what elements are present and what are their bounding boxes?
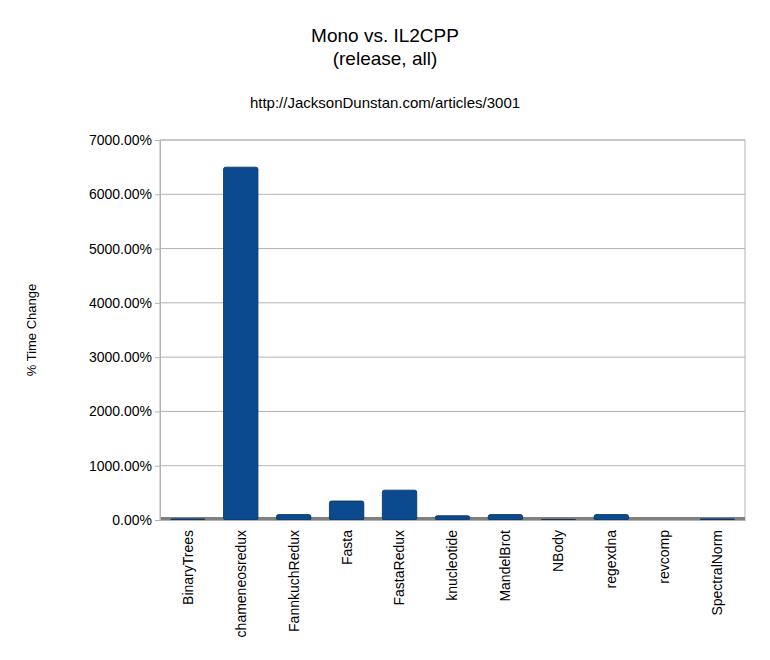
x-tick-label: BinaryTrees — [180, 530, 196, 605]
y-tick-mark — [155, 140, 160, 141]
x-tick: knucleotide — [444, 520, 460, 601]
x-tick: NBody — [550, 520, 566, 572]
y-tick: 2000.00% — [89, 403, 160, 419]
y-tick: 5000.00% — [89, 241, 160, 257]
y-axis-line — [155, 141, 161, 521]
bar — [700, 519, 734, 520]
x-tick: BinaryTrees — [180, 520, 196, 605]
y-tick: 7000.00% — [89, 132, 160, 148]
bar — [382, 490, 416, 520]
bar — [541, 519, 575, 520]
x-tick: chameneosredux — [233, 520, 249, 637]
x-tick: FastaRedux — [391, 520, 407, 605]
y-tick-label: 4000.00% — [89, 295, 152, 311]
y-tick-label: 2000.00% — [89, 403, 152, 419]
y-axis: 0.00% 1000.00% 2000.00% 3000.00% 4000.00% 500… — [89, 132, 161, 528]
y-tick-mark — [155, 303, 160, 304]
x-tick: FannkuchRedux — [286, 520, 302, 632]
x-tick: Fasta — [339, 520, 355, 565]
y-tick-mark — [155, 520, 160, 521]
x-tick: revcomp — [656, 520, 672, 584]
y-tick-label: 6000.00% — [89, 186, 152, 202]
plot-frame — [160, 140, 745, 520]
x-tick-label: NBody — [550, 530, 566, 572]
x-axis-line — [161, 520, 746, 521]
grid — [160, 140, 745, 520]
y-tick: 0.00% — [112, 512, 160, 528]
bar — [435, 516, 469, 520]
x-tick-label: FastaRedux — [391, 530, 407, 605]
bars — [171, 167, 735, 520]
x-tick: SpectralNorm — [709, 520, 725, 616]
bar — [488, 515, 522, 520]
bar — [276, 515, 310, 520]
y-tick: 3000.00% — [89, 349, 160, 365]
y-tick-mark — [155, 411, 160, 412]
chart: Mono vs. IL2CPP(release, all) http://Jack… — [0, 0, 770, 660]
x-tick-label: chameneosredux — [233, 530, 249, 637]
bar — [594, 515, 628, 520]
title: Mono vs. IL2CPP — [311, 25, 459, 46]
y-tick-mark — [155, 357, 160, 358]
y-tick-label: 7000.00% — [89, 132, 152, 148]
x-tick: MandelBrot — [497, 520, 513, 602]
x-axis: BinaryTrees chameneosredux FannkuchRedux Fa… — [161, 520, 746, 637]
x-tick-label: revcomp — [656, 530, 672, 584]
y-tick-label: 0.00% — [112, 512, 152, 528]
x-tick-label: Fasta — [339, 530, 355, 565]
y-tick-mark — [155, 194, 160, 195]
annotation: http://JacksonDunstan.com/articles/3001 — [250, 94, 520, 111]
x-tick-label: MandelBrot — [497, 530, 513, 602]
y-tick: 4000.00% — [89, 295, 160, 311]
y-axis-title: % Time Change — [24, 284, 39, 377]
grid-line — [160, 140, 745, 141]
x-tick-label: FannkuchRedux — [286, 530, 302, 632]
bar — [171, 519, 205, 520]
y-tick: 6000.00% — [89, 186, 160, 202]
y-tick-label: 5000.00% — [89, 241, 152, 257]
bar — [224, 167, 258, 520]
subtitle: (release, all) — [333, 48, 438, 69]
x-tick-label: regexdna — [603, 530, 619, 589]
bar — [329, 501, 363, 520]
y-tick: 1000.00% — [89, 458, 160, 474]
x-tick-label: SpectralNorm — [709, 530, 725, 616]
x-tick: regexdna — [603, 520, 619, 588]
y-tick-mark — [155, 466, 160, 467]
y-tick-mark — [155, 249, 160, 250]
y-tick-label: 3000.00% — [89, 349, 152, 365]
y-tick-label: 1000.00% — [89, 458, 152, 474]
bar — [647, 520, 681, 521]
x-tick-label: knucleotide — [444, 530, 460, 601]
